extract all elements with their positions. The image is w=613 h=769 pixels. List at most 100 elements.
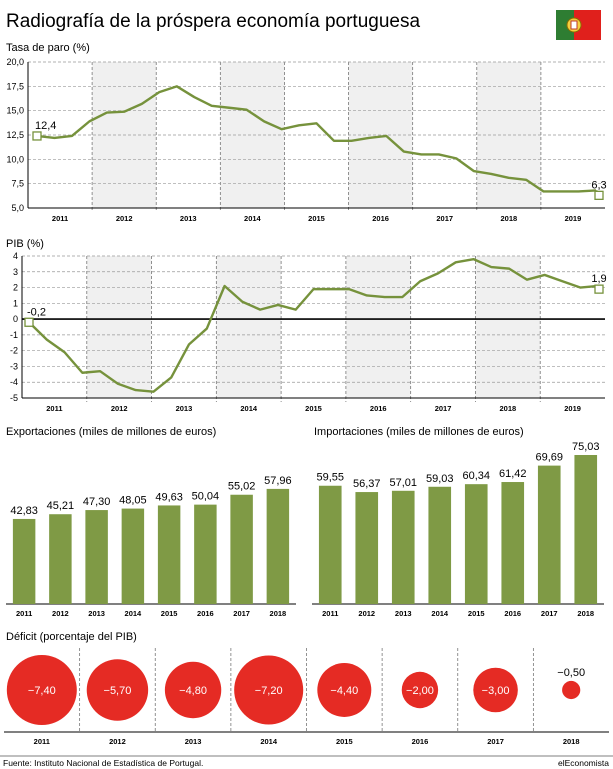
bar (85, 510, 108, 604)
bar (230, 494, 253, 604)
y-tick-label: -4 (10, 377, 18, 387)
bar-value-label: 48,05 (119, 495, 147, 507)
deficit-bubble (401, 671, 439, 709)
year-label: 2016 (372, 214, 389, 223)
bar-year-label: 2012 (52, 609, 69, 618)
bubble-value-label: −7,20 (255, 685, 283, 697)
bubble-value-label: −3,00 (482, 685, 510, 697)
y-tick-label: 10,0 (6, 154, 24, 164)
year-band (345, 256, 411, 398)
imports-title: Importaciones (miles de millones de euro… (314, 426, 524, 438)
bar-year-label: 2017 (233, 609, 250, 618)
year-label: 2013 (180, 214, 197, 223)
year-label: 2019 (564, 404, 581, 413)
bar-year-label: 2014 (431, 609, 449, 618)
bar (501, 482, 525, 604)
year-label: 2014 (240, 404, 258, 413)
page-title: Radiografía de la próspera economía port… (6, 11, 420, 32)
bar (391, 490, 415, 604)
end-marker (594, 190, 604, 200)
y-tick-label: -2 (10, 346, 18, 356)
y-tick-label: 12,5 (6, 130, 24, 140)
y-tick-label: 20,0 (6, 57, 24, 67)
bubble-year-label: 2014 (260, 737, 278, 746)
y-tick-label: -1 (10, 330, 18, 340)
bar-value-label: 75,03 (572, 441, 600, 453)
end-marker (594, 284, 604, 294)
bar-value-label: 55,02 (228, 481, 256, 493)
year-label: 2013 (176, 404, 193, 413)
bar-value-label: 49,63 (155, 491, 183, 503)
bar-value-label: 61,42 (499, 468, 527, 480)
bar-year-label: 2017 (541, 609, 558, 618)
y-tick-label: 1 (13, 298, 18, 308)
bar-value-label: 69,69 (535, 452, 563, 464)
deficit-bubble (562, 680, 581, 700)
year-label: 2018 (499, 404, 516, 413)
bubble-value-label: −7,40 (28, 685, 56, 697)
deficit-bubble (6, 655, 77, 725)
bubble-year-label: 2011 (34, 737, 50, 746)
bar-value-label: 57,01 (389, 477, 417, 489)
year-label: 2012 (111, 404, 128, 413)
bubble-year-label: 2013 (185, 737, 202, 746)
bar-year-label: 2013 (395, 609, 412, 618)
bar (428, 486, 452, 604)
year-label: 2011 (52, 214, 68, 223)
series-line (28, 257, 599, 393)
bar-value-label: 56,37 (353, 478, 381, 490)
bar (355, 492, 379, 604)
y-tick-label: 0 (13, 314, 18, 324)
bar (121, 508, 145, 604)
deficit-bubble (317, 663, 372, 717)
year-label: 2016 (370, 404, 387, 413)
year-label: 2017 (436, 214, 453, 223)
bubble-year-label: 2017 (487, 737, 504, 746)
end-value-label: 1,9 (591, 273, 606, 285)
bubble-value-label: −2,00 (406, 685, 434, 697)
bar-value-label: 57,96 (264, 475, 292, 487)
bar (49, 514, 72, 604)
start-marker (32, 131, 42, 141)
y-tick-label: 4 (13, 251, 18, 261)
deficit-bubble (164, 661, 222, 719)
bar-year-label: 2015 (468, 609, 485, 618)
end-value-label: 6,3 (591, 179, 606, 191)
bar-value-label: 60,34 (462, 470, 490, 482)
year-label: 2015 (308, 214, 325, 223)
y-tick-label: 7,5 (11, 179, 24, 189)
bubble-value-label: −4,80 (179, 685, 207, 697)
unemployment-title: Tasa de paro (%) (6, 42, 90, 54)
year-band (475, 256, 541, 398)
deficit-chart: Déficit (porcentaje del PIB) −7,40 2011 −5… (4, 631, 609, 746)
bar (574, 455, 598, 604)
bar-value-label: 59,55 (316, 472, 344, 484)
bar-year-label: 2016 (504, 609, 521, 618)
y-tick-label: 5,0 (11, 203, 24, 213)
bar-value-label: 45,21 (47, 500, 75, 512)
deficit-bubble (86, 659, 149, 721)
year-label: 2019 (565, 214, 582, 223)
year-label: 2012 (116, 214, 133, 223)
year-band (86, 256, 152, 398)
bar (157, 505, 181, 604)
start-value-label: 12,4 (35, 120, 56, 132)
bubble-year-label: 2018 (563, 737, 580, 746)
source-note: Fuente: Instituto Nacional de Estadístic… (3, 758, 203, 768)
bar-year-label: 2012 (358, 609, 375, 618)
bar-year-label: 2011 (322, 609, 338, 618)
year-label: 2015 (305, 404, 322, 413)
bar-year-label: 2015 (161, 609, 178, 618)
portugal-flag-icon (556, 10, 601, 40)
bar (537, 465, 561, 604)
brand-label: elEconomista (558, 758, 609, 768)
unemployment-chart: Tasa de paro (%) 2011 2012 2013 2014 2015 201… (6, 42, 607, 223)
imports-chart: Importaciones (miles de millones de euro… (312, 426, 604, 618)
y-tick-label: -5 (10, 393, 18, 403)
bubble-year-label: 2015 (336, 737, 353, 746)
exports-chart: Exportaciones (miles de millones de euro… (6, 426, 296, 618)
bubble-value-label: −0,50 (557, 667, 585, 679)
bar-year-label: 2018 (270, 609, 287, 618)
bar (194, 504, 217, 604)
deficit-bubble (473, 667, 518, 713)
